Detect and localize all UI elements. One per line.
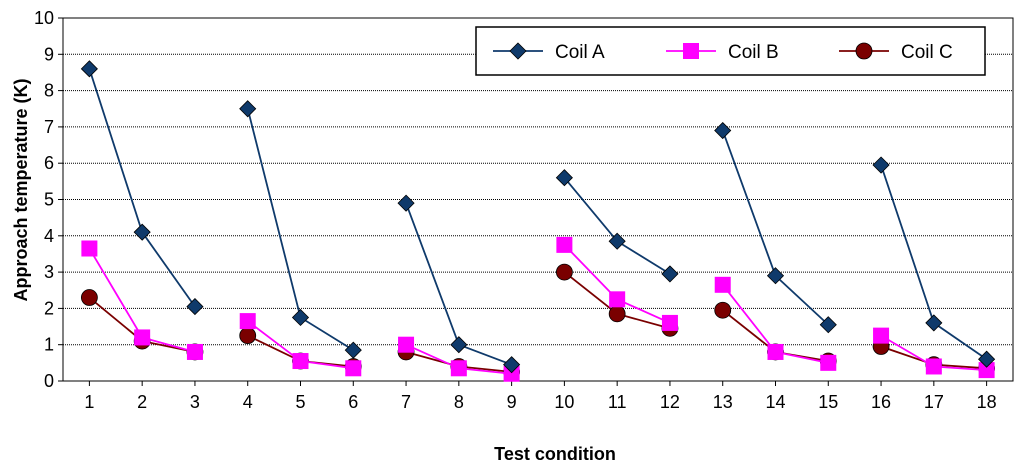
x-tick-label: 16 [871, 392, 891, 412]
y-tick-label: 4 [44, 226, 54, 246]
x-tick-label: 1 [84, 392, 94, 412]
legend-item-coil-c: Coil C [839, 42, 953, 63]
legend-marker [509, 42, 527, 60]
legend: Coil A Coil B Coil C [475, 26, 986, 76]
data-point [978, 350, 996, 368]
data-point [239, 100, 257, 118]
x-axis: 1 2 3 4 5 6 7 8 9 10 11 12 13 14 15 16 17 18 [84, 381, 997, 412]
data-point [872, 156, 890, 174]
data-point [820, 354, 837, 371]
data-point [556, 236, 573, 253]
y-axis: 0 1 2 3 4 5 6 7 8 9 10 [34, 8, 63, 391]
y-axis-title: Approach temperature (K) [11, 78, 31, 301]
data-point [397, 194, 415, 212]
legend-marker [855, 42, 873, 60]
y-tick-label: 0 [44, 371, 54, 391]
data-point [398, 336, 415, 353]
y-tick-label: 2 [44, 298, 54, 318]
data-point [873, 327, 890, 344]
y-tick-label: 1 [44, 335, 54, 355]
data-point [186, 343, 203, 360]
legend-item-coil-b: Coil B [666, 42, 779, 63]
data-point [81, 240, 98, 257]
data-point [925, 314, 943, 332]
y-tick-label: 7 [44, 117, 54, 137]
data-point [609, 291, 626, 308]
x-tick-label: 9 [507, 392, 517, 412]
legend-label: Coil A [555, 42, 605, 63]
data-point [503, 365, 520, 382]
data-point [978, 362, 995, 379]
x-tick-label: 14 [765, 392, 785, 412]
y-tick-label: 5 [44, 190, 54, 210]
data-point [80, 60, 98, 78]
x-tick-label: 4 [243, 392, 253, 412]
x-tick-label: 17 [924, 392, 944, 412]
x-tick-label: 2 [137, 392, 147, 412]
x-tick-label: 5 [295, 392, 305, 412]
data-point [450, 360, 467, 377]
data-point [344, 341, 362, 359]
data-point [134, 329, 151, 346]
data-point [345, 360, 362, 377]
x-tick-label: 15 [818, 392, 838, 412]
data-point [608, 232, 626, 250]
data-point [661, 265, 679, 283]
x-tick-label: 6 [348, 392, 358, 412]
legend-box [475, 26, 986, 76]
data-point [133, 223, 151, 241]
data-point [714, 121, 732, 140]
x-tick-label: 3 [190, 392, 200, 412]
data-point [292, 353, 309, 370]
data-point [714, 276, 731, 293]
series-coil-a [80, 60, 996, 374]
y-tick-label: 8 [44, 81, 54, 101]
data-point [766, 267, 785, 285]
x-tick-label: 8 [454, 392, 464, 412]
data-point [555, 263, 573, 281]
data-point [186, 298, 204, 316]
data-point [239, 313, 256, 330]
y-tick-label: 6 [44, 153, 54, 173]
data-point [925, 358, 942, 375]
data-point [291, 308, 310, 327]
legend-item-coil-a: Coil A [493, 42, 605, 63]
y-tick-label: 3 [44, 262, 54, 282]
data-point [714, 301, 732, 319]
y-tick-label: 10 [34, 8, 54, 28]
data-point [239, 327, 257, 345]
x-axis-title: Test condition [494, 444, 616, 464]
x-tick-label: 13 [713, 392, 733, 412]
data-point [819, 316, 837, 334]
data-point [608, 305, 626, 323]
series-coil-b [81, 236, 995, 382]
data-point [767, 343, 784, 360]
legend-label: Coil B [728, 42, 779, 63]
legend-marker [683, 43, 699, 59]
x-tick-label: 7 [401, 392, 411, 412]
x-tick-label: 18 [977, 392, 997, 412]
x-tick-label: 12 [660, 392, 680, 412]
data-point [80, 289, 98, 306]
data-point [450, 336, 468, 354]
data-point [503, 356, 521, 374]
y-tick-label: 9 [44, 44, 54, 64]
legend-label: Coil C [901, 42, 953, 63]
data-point [555, 169, 573, 187]
x-tick-label: 11 [608, 392, 627, 412]
data-point [661, 314, 678, 331]
x-tick-label: 10 [554, 392, 574, 412]
series-layer [80, 60, 996, 382]
